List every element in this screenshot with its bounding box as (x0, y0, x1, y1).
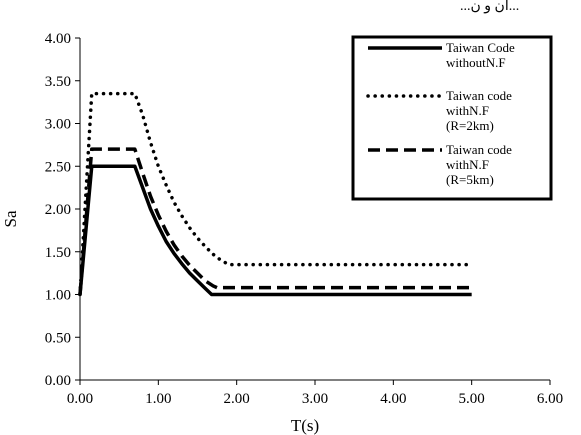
y-tick-label: 3.00 (45, 117, 71, 133)
x-axis-title: T(s) (291, 416, 319, 435)
legend-label-3: (R=5km) (446, 172, 494, 187)
y-tick-label: 1.00 (45, 288, 71, 304)
series-line-1 (78, 164, 472, 297)
y-tick-label: 4.00 (45, 31, 71, 47)
x-tick-label: 0.00 (67, 391, 93, 407)
legend-label-1: Taiwan Code (446, 40, 515, 55)
legend-label-3: withN.F (446, 157, 489, 172)
plot-area: 0.00 0.50 1.00 1.50 2.00 2.50 3.00 3.50 4.00 0.00… (1, 31, 563, 435)
x-tick-label: 1.00 (145, 391, 171, 407)
x-tick-label: 4.00 (380, 391, 406, 407)
legend-label-1: withoutN.F (446, 55, 506, 70)
header-text: ...ان و ن... (460, 0, 519, 14)
x-tick-label: 3.00 (302, 391, 328, 407)
x-tick-label: 5.00 (459, 391, 485, 407)
legend-label-2: withN.F (446, 103, 489, 118)
legend-box (351, 35, 553, 201)
x-tick-label: 2.00 (224, 391, 250, 407)
y-tick-label: 1.50 (45, 245, 71, 261)
legend-label-3: Taiwan code (446, 142, 512, 157)
y-tick-label: 2.00 (45, 202, 71, 218)
y-tick-label: 3.50 (45, 74, 71, 90)
x-tick-label: 6.00 (537, 391, 563, 407)
legend-label-2: (R=2km) (446, 118, 494, 133)
series-line-3 (78, 147, 472, 295)
y-tick-label: 2.50 (45, 159, 71, 175)
legend-label-2: Taiwan code (446, 88, 512, 103)
y-tick-label: 0.50 (45, 330, 71, 346)
y-tick-label: 0.00 (45, 373, 71, 389)
series-line-2 (78, 91, 474, 297)
y-axis-title: Sa (1, 210, 20, 227)
